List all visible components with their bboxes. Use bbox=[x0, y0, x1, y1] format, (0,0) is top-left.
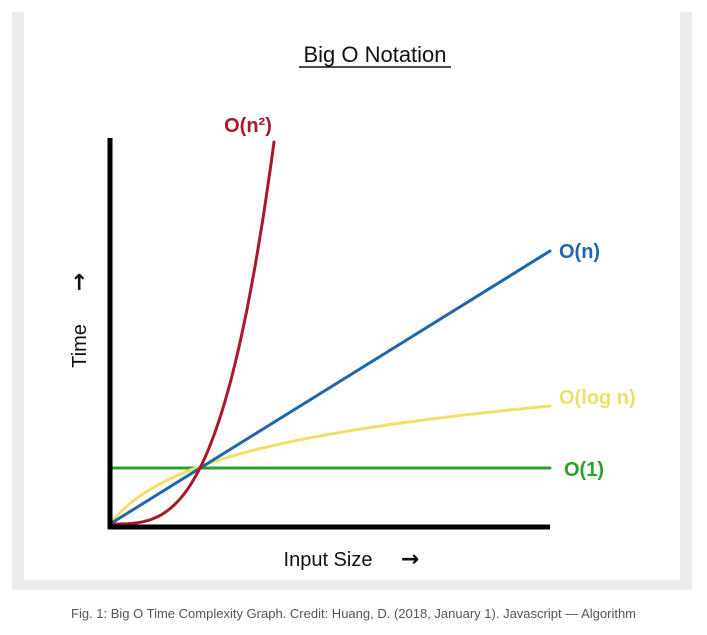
y-axis-label: Time bbox=[69, 324, 91, 368]
series-label-n-squared: O(n²) bbox=[224, 115, 272, 137]
series-label-log-n: O(log n) bbox=[559, 387, 636, 409]
figure-caption: Fig. 1: Big O Time Complexity Graph. Cre… bbox=[71, 606, 636, 621]
series-line-log-n bbox=[108, 404, 552, 526]
series-line-n-squared bbox=[108, 140, 276, 526]
chart-title: Big O Notation bbox=[303, 42, 446, 67]
figure-frame: Big O Notation O(n²) O(n) O(log n) O(1) … bbox=[12, 12, 692, 590]
y-axis-arrow: → bbox=[67, 273, 92, 291]
series-label-constant: O(1) bbox=[564, 459, 604, 481]
x-axis-arrow: → bbox=[401, 547, 419, 572]
series-label-n: O(n) bbox=[559, 241, 600, 263]
big-o-chart: Big O Notation O(n²) O(n) O(log n) O(1) … bbox=[67, 42, 636, 572]
x-axis-label: Input Size bbox=[284, 549, 373, 571]
figure-panel: Big O Notation O(n²) O(n) O(log n) O(1) … bbox=[24, 12, 680, 580]
series-line-n bbox=[108, 249, 552, 526]
